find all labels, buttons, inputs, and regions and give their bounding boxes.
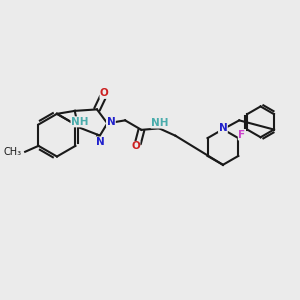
Text: O: O [100, 88, 109, 98]
Text: NH: NH [71, 117, 88, 127]
Text: F: F [238, 130, 245, 140]
Text: N: N [96, 137, 105, 147]
Text: NH: NH [151, 118, 169, 128]
Text: CH₃: CH₃ [3, 147, 21, 157]
Text: O: O [131, 141, 140, 152]
Text: N: N [219, 123, 227, 133]
Text: N: N [106, 117, 115, 127]
